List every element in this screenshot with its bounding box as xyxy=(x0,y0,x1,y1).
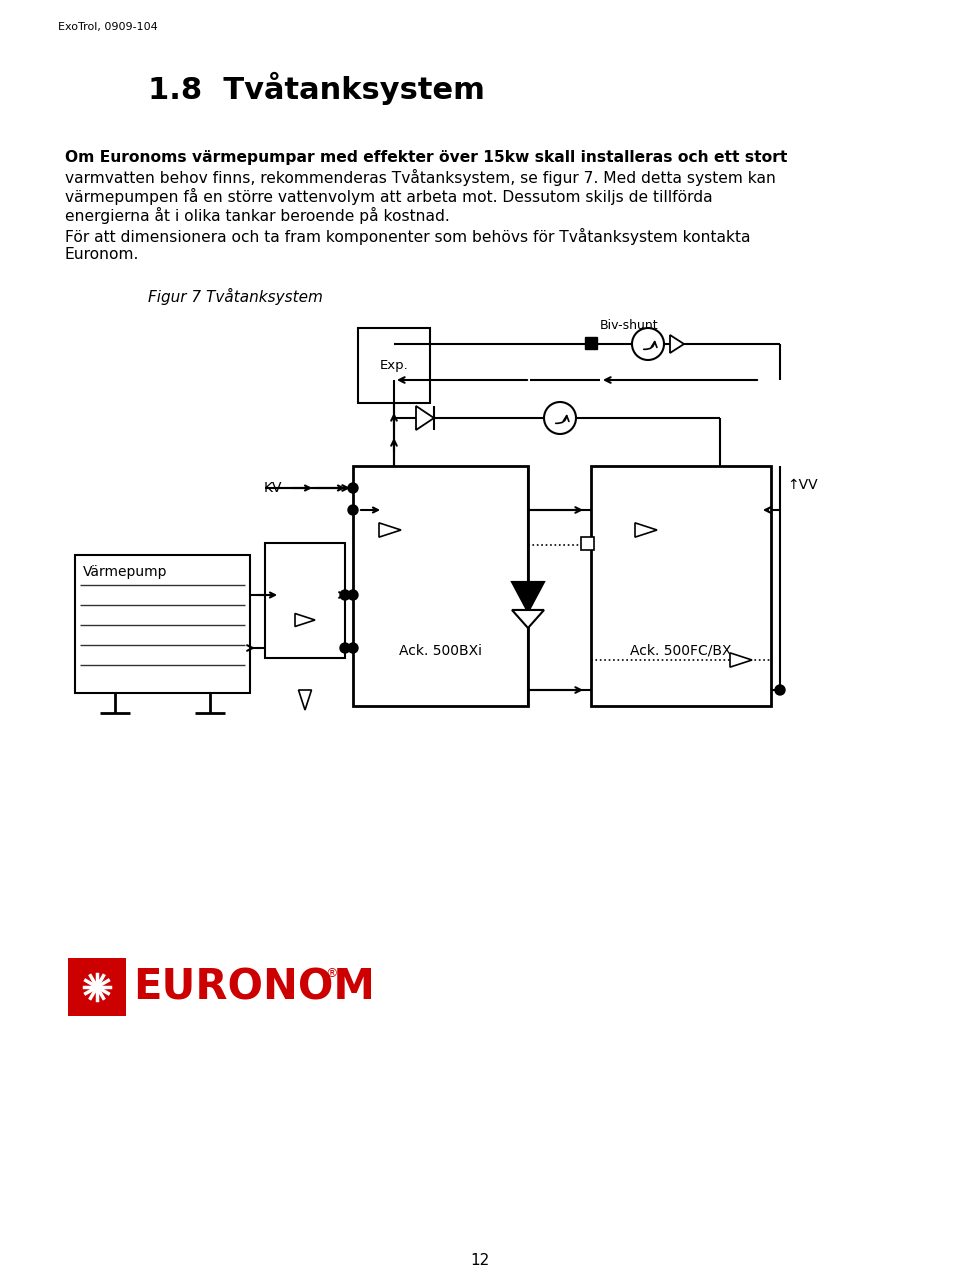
Circle shape xyxy=(348,590,358,600)
Text: varmvatten behov finns, rekommenderas Tvåtanksystem, se figur 7. Med detta syste: varmvatten behov finns, rekommenderas Tv… xyxy=(65,170,776,186)
Polygon shape xyxy=(670,335,684,353)
Bar xyxy=(353,466,528,705)
Bar xyxy=(265,544,345,658)
Bar xyxy=(68,959,126,1016)
Polygon shape xyxy=(379,523,401,537)
Text: ®: ® xyxy=(325,968,338,980)
Text: ↑VV: ↑VV xyxy=(787,478,818,492)
Text: ExoTrol, 0909-104: ExoTrol, 0909-104 xyxy=(58,22,157,32)
Bar xyxy=(358,328,430,403)
Circle shape xyxy=(348,483,358,493)
Bar xyxy=(585,337,597,350)
Circle shape xyxy=(665,628,677,641)
Circle shape xyxy=(544,402,576,434)
Text: Euronom.: Euronom. xyxy=(65,247,139,262)
Text: För att dimensionera och ta fram komponenter som behövs för Tvåtanksystem kontak: För att dimensionera och ta fram kompone… xyxy=(65,227,751,245)
Text: Exp.: Exp. xyxy=(379,359,408,371)
Polygon shape xyxy=(635,523,657,537)
Circle shape xyxy=(340,590,350,600)
Text: EURONOM: EURONOM xyxy=(133,968,374,1009)
Circle shape xyxy=(775,685,785,695)
Polygon shape xyxy=(416,406,434,430)
Text: värmepumpen få en större vattenvolym att arbeta mot. Dessutom skiljs de tillförd: värmepumpen få en större vattenvolym att… xyxy=(65,188,712,206)
Polygon shape xyxy=(512,610,544,628)
Bar xyxy=(581,537,594,550)
Circle shape xyxy=(640,628,652,641)
Text: Värmepump: Värmepump xyxy=(83,565,167,580)
Circle shape xyxy=(92,982,102,992)
Text: KV: KV xyxy=(263,481,282,495)
Text: 1.8  Tvåtanksystem: 1.8 Tvåtanksystem xyxy=(148,72,485,105)
Text: Ack. 500FC/BX: Ack. 500FC/BX xyxy=(631,644,732,658)
Polygon shape xyxy=(299,690,311,711)
Circle shape xyxy=(632,328,664,360)
Circle shape xyxy=(348,642,358,653)
Text: Figur 7 Tvåtanksystem: Figur 7 Tvåtanksystem xyxy=(148,288,323,305)
Bar xyxy=(75,555,250,693)
Polygon shape xyxy=(512,582,544,612)
Text: Om Euronoms värmepumpar med effekter över 15kw skall installeras och ett stort: Om Euronoms värmepumpar med effekter öve… xyxy=(65,150,787,164)
Circle shape xyxy=(348,505,358,515)
Text: Ack. 500BXi: Ack. 500BXi xyxy=(399,644,482,658)
Text: 12: 12 xyxy=(470,1253,490,1268)
Polygon shape xyxy=(295,613,315,627)
Text: energierna åt i olika tankar beroende på kostnad.: energierna åt i olika tankar beroende på… xyxy=(65,207,449,224)
Text: Biv-shunt: Biv-shunt xyxy=(600,319,659,332)
Polygon shape xyxy=(730,653,752,667)
Circle shape xyxy=(340,642,350,653)
Bar xyxy=(591,466,771,705)
